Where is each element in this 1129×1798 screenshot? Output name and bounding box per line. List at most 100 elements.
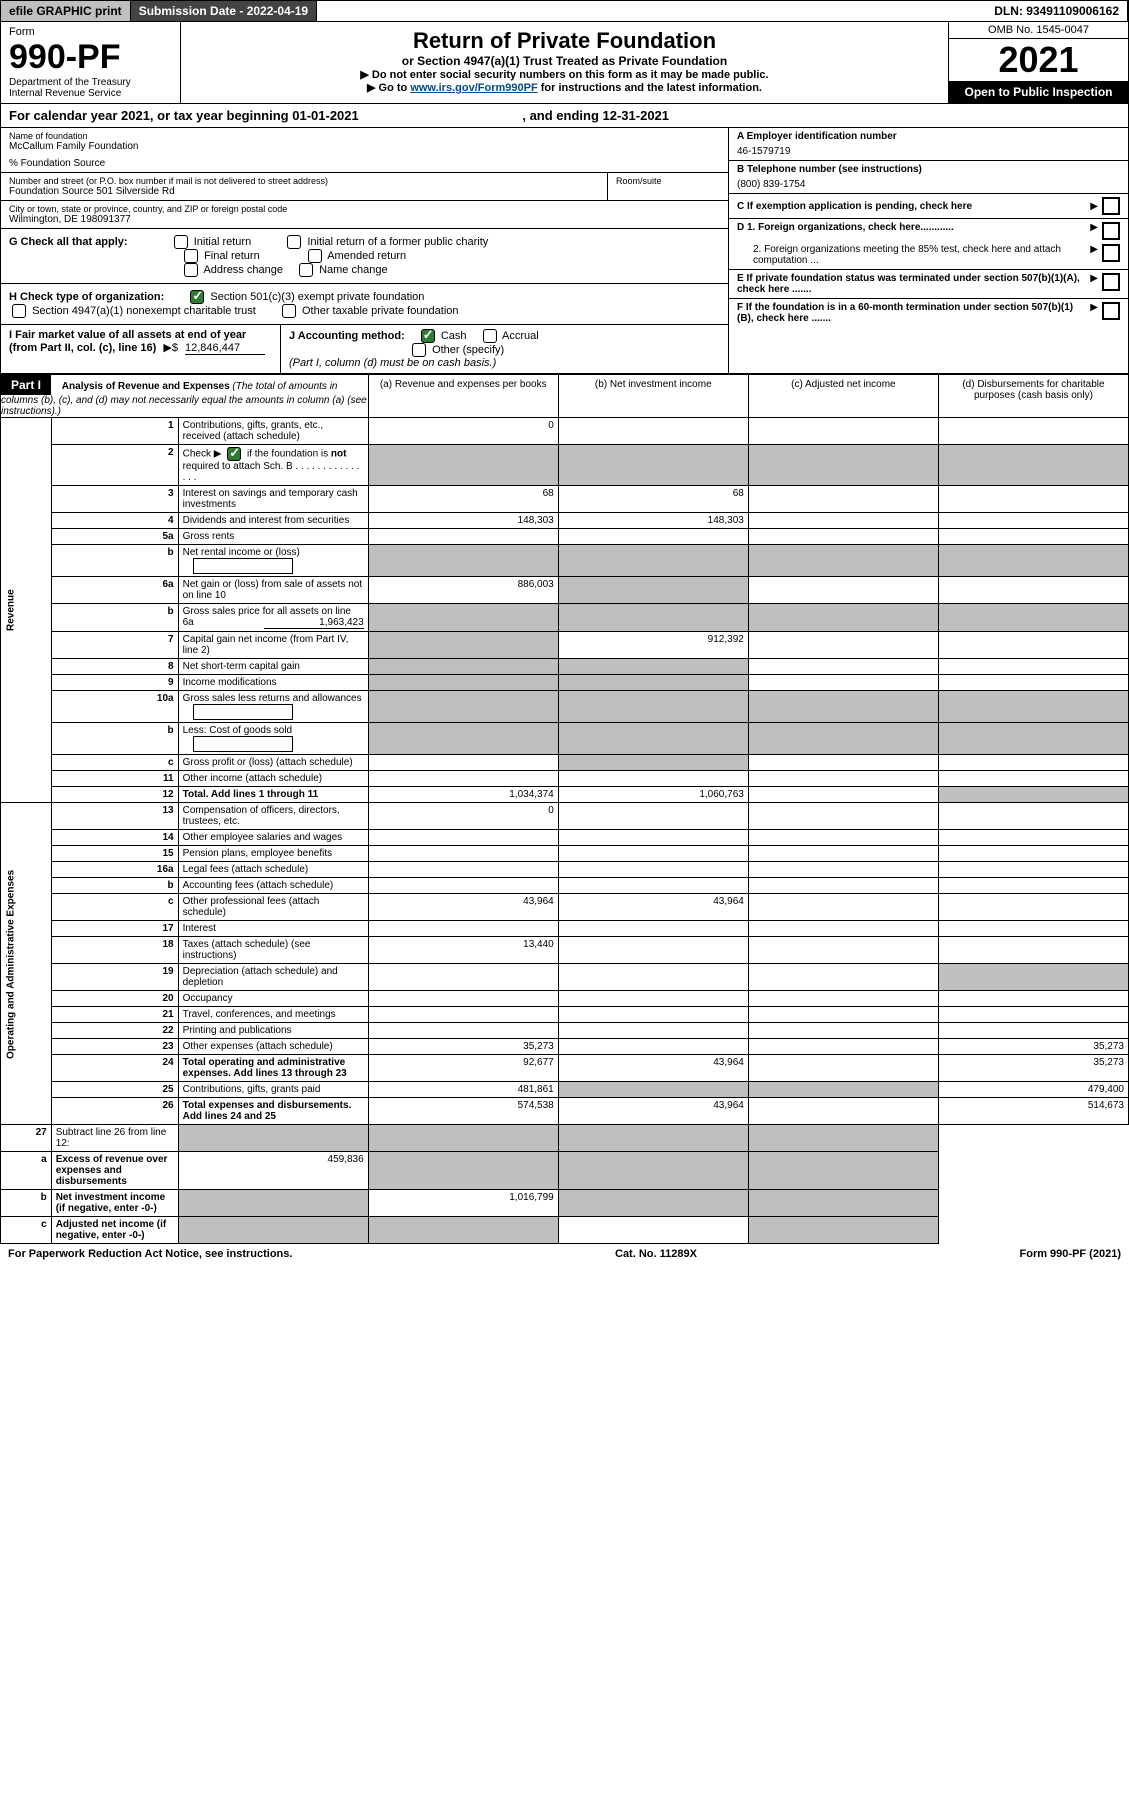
value-cell <box>938 846 1128 862</box>
section-e: E If private foundation status was termi… <box>737 273 1086 295</box>
value-cell <box>558 830 748 846</box>
chk-85pct[interactable] <box>1102 244 1120 262</box>
table-row: 9Income modifications <box>1 675 1129 691</box>
section-f: F If the foundation is in a 60-month ter… <box>737 302 1086 324</box>
chk-amended[interactable] <box>308 249 322 263</box>
omb-number: OMB No. 1545-0047 <box>949 22 1128 39</box>
chk-4947[interactable] <box>12 304 26 318</box>
table-row: 26Total expenses and disbursements. Add … <box>1 1098 1129 1125</box>
value-cell: 92,677 <box>368 1055 558 1082</box>
table-row: 14Other employee salaries and wages <box>1 830 1129 846</box>
room-label: Room/suite <box>616 176 720 186</box>
line-number: 17 <box>51 921 178 937</box>
table-row: 21Travel, conferences, and meetings <box>1 1007 1129 1023</box>
line-number: 15 <box>51 846 178 862</box>
value-cell: 43,964 <box>558 1055 748 1082</box>
value-cell <box>748 964 938 991</box>
table-row: 23Other expenses (attach schedule)35,273… <box>1 1039 1129 1055</box>
chk-name-change[interactable] <box>299 263 313 277</box>
value-cell <box>368 659 558 675</box>
value-cell <box>368 755 558 771</box>
chk-foreign-org[interactable] <box>1102 222 1120 240</box>
paperwork-notice: For Paperwork Reduction Act Notice, see … <box>8 1248 292 1260</box>
chk-60month[interactable] <box>1102 302 1120 320</box>
chk-accrual[interactable] <box>483 329 497 343</box>
line-desc: Net investment income (if negative, ente… <box>51 1190 178 1217</box>
table-row: cAdjusted net income (if negative, enter… <box>1 1217 1129 1244</box>
value-cell <box>368 529 558 545</box>
table-row: bAccounting fees (attach schedule) <box>1 878 1129 894</box>
value-cell <box>558 771 748 787</box>
chk-cash[interactable] <box>421 329 435 343</box>
value-cell <box>368 830 558 846</box>
line-desc: Subtract line 26 from line 12: <box>51 1125 178 1152</box>
value-cell <box>938 771 1128 787</box>
value-cell: 68 <box>368 486 558 513</box>
value-cell: 459,836 <box>178 1152 368 1190</box>
value-cell: 1,060,763 <box>558 787 748 803</box>
value-cell <box>748 675 938 691</box>
value-cell <box>558 1039 748 1055</box>
value-cell: 148,303 <box>558 513 748 529</box>
efile-print-button[interactable]: efile GRAPHIC print <box>1 1 131 21</box>
form990pf-link[interactable]: www.irs.gov/Form990PF <box>410 82 537 94</box>
submission-date: Submission Date - 2022-04-19 <box>131 1 317 21</box>
table-row: 10aGross sales less returns and allowanc… <box>1 691 1129 723</box>
section-g: G Check all that apply: Initial return I… <box>1 229 728 284</box>
value-cell <box>748 894 938 921</box>
value-cell <box>748 445 938 486</box>
chk-other-taxable[interactable] <box>282 304 296 318</box>
value-cell <box>558 445 748 486</box>
chk-other-method[interactable] <box>412 343 426 357</box>
value-cell <box>748 513 938 529</box>
chk-initial-return[interactable] <box>174 235 188 249</box>
table-row: 25Contributions, gifts, grants paid481,8… <box>1 1082 1129 1098</box>
cash-basis-note: (Part I, column (d) must be on cash basi… <box>289 357 496 369</box>
value-cell: 514,673 <box>938 1098 1128 1125</box>
table-row: 4Dividends and interest from securities1… <box>1 513 1129 529</box>
line-number: b <box>51 878 178 894</box>
value-cell <box>748 771 938 787</box>
table-row: 20Occupancy <box>1 991 1129 1007</box>
value-cell <box>178 1190 368 1217</box>
line-desc: Printing and publications <box>178 1023 368 1039</box>
chk-501c3[interactable] <box>190 290 204 304</box>
form-title: Return of Private Foundation <box>187 28 942 54</box>
value-cell <box>748 632 938 659</box>
table-row: bNet investment income (if negative, ent… <box>1 1190 1129 1217</box>
chk-exemption-pending[interactable] <box>1102 197 1120 215</box>
col-a-header: (a) Revenue and expenses per books <box>368 375 558 418</box>
table-row: 18Taxes (attach schedule) (see instructi… <box>1 937 1129 964</box>
value-cell <box>938 862 1128 878</box>
value-cell <box>368 1007 558 1023</box>
value-cell: 886,003 <box>368 577 558 604</box>
table-row: Operating and Administrative Expenses13C… <box>1 803 1129 830</box>
tax-year: 2021 <box>949 39 1128 81</box>
line-desc: Total expenses and disbursements. Add li… <box>178 1098 368 1125</box>
chk-address-change[interactable] <box>184 263 198 277</box>
addr-label: Number and street (or P.O. box number if… <box>9 176 599 186</box>
ein-value: 46-1579719 <box>737 146 1120 157</box>
line-number: 11 <box>51 771 178 787</box>
form-subtitle: or Section 4947(a)(1) Trust Treated as P… <box>187 54 942 68</box>
line-desc: Interest <box>178 921 368 937</box>
chk-final-return[interactable] <box>184 249 198 263</box>
col-d-header: (d) Disbursements for charitable purpose… <box>938 375 1128 418</box>
line-desc: Net gain or (loss) from sale of assets n… <box>178 577 368 604</box>
line-number: b <box>51 604 178 632</box>
value-cell <box>748 1023 938 1039</box>
line-number: 3 <box>51 486 178 513</box>
table-row: 15Pension plans, employee benefits <box>1 846 1129 862</box>
value-cell <box>938 830 1128 846</box>
value-cell <box>558 964 748 991</box>
value-cell <box>558 1152 748 1190</box>
value-cell <box>748 878 938 894</box>
value-cell <box>938 755 1128 771</box>
value-cell <box>558 991 748 1007</box>
chk-initial-former[interactable] <box>287 235 301 249</box>
value-cell <box>938 991 1128 1007</box>
chk-status-terminated[interactable] <box>1102 273 1120 291</box>
value-cell <box>938 659 1128 675</box>
line-desc: Capital gain net income (from Part IV, l… <box>178 632 368 659</box>
entity-info: Name of foundation McCallum Family Found… <box>0 128 1129 374</box>
